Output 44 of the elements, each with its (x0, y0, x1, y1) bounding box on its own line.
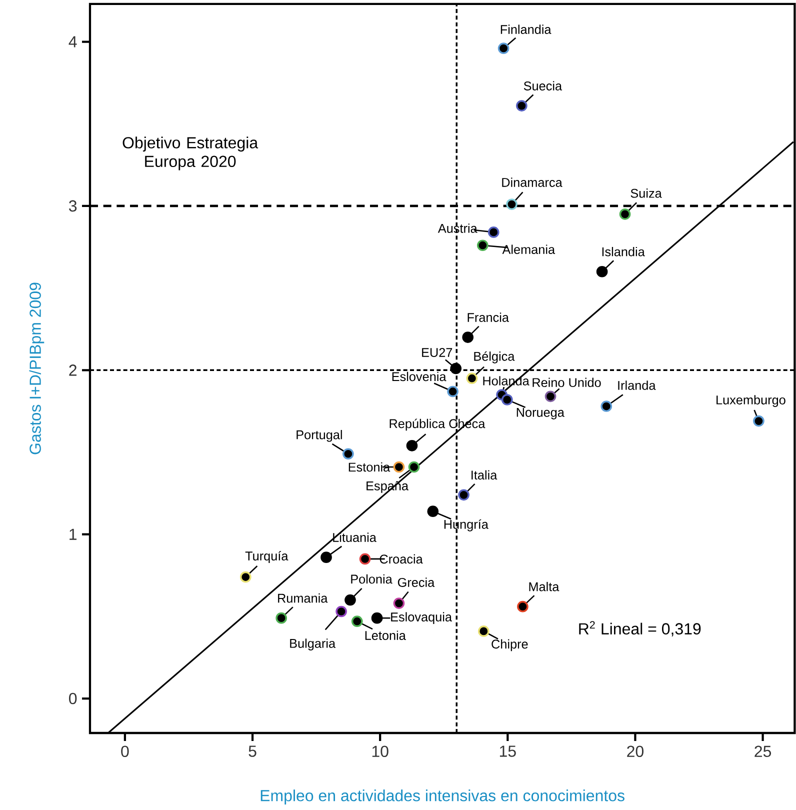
annotation: Suecia (524, 81, 562, 90)
annotation: Bélgica (474, 351, 515, 364)
y-tick-label: 4 (68, 36, 77, 48)
annotation: Croacia (380, 554, 423, 564)
annotation: Alemania (502, 244, 556, 254)
annotation: Francia (468, 312, 509, 322)
annotation: Dinamarca (502, 178, 562, 187)
annotation: Eslovenia (392, 372, 446, 382)
annotation: Finlandia (500, 24, 552, 34)
x-tick-label: 5 (248, 746, 256, 757)
x-tick-label: 0 (121, 746, 129, 758)
annotation: Reino Unido (532, 378, 601, 388)
y-tick-label: 3 (68, 200, 77, 212)
annotation: Irlanda (618, 380, 656, 390)
annotation: Suiza (630, 188, 662, 198)
annotation: Objetivo Estrategia Europa 2020 (122, 136, 258, 170)
annotation: Turquía (245, 551, 288, 564)
y-tick-label: 2 (69, 364, 76, 376)
annotation: Grecia (398, 578, 435, 587)
annotation: Bulgaria (290, 638, 336, 650)
x-tick-label: 20 (627, 746, 644, 758)
annotation: R$^{2}$ Lineal = 0,319 (579, 621, 701, 636)
annotation: Noruega (516, 408, 564, 420)
annotation: Rumania (278, 593, 328, 603)
y-tick-label: 0 (69, 692, 77, 704)
annotation: Hungría (444, 519, 488, 532)
annotation: Portugal (296, 430, 342, 442)
annotation: Letonia (365, 630, 406, 640)
annotation: Austria (438, 224, 478, 233)
annotation: Malta (529, 582, 560, 592)
annotation: Polonia (351, 574, 392, 584)
annotation: Chipre (492, 639, 528, 652)
y-axis-title: Gastos I+D/PIBpm 2009 (29, 282, 44, 454)
annotation: Islandia (602, 246, 645, 256)
annotation: Italia (472, 470, 498, 480)
x-tick-label: 10 (372, 746, 388, 758)
annotation: Estonia (348, 462, 390, 472)
annotation: EU27 (422, 348, 452, 357)
annotation: Eslovaquia (391, 612, 452, 624)
x-tick-label: 25 (754, 746, 771, 758)
x-axis-title: Empleo en actividades intensivas en conocimientos (260, 790, 624, 804)
y-tick-label: 1 (70, 528, 76, 540)
x-tick-label: 15 (500, 746, 516, 757)
annotation: Luxemburgo (716, 395, 786, 407)
